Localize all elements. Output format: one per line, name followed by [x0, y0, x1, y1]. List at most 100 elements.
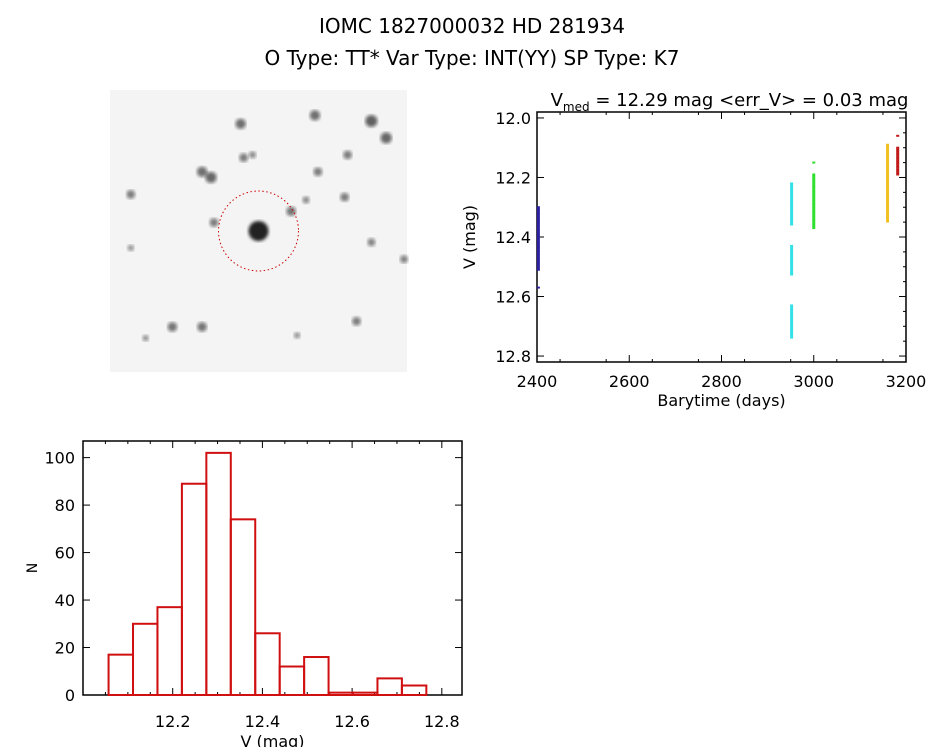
data-point — [812, 182, 816, 185]
data-point — [886, 168, 890, 171]
star — [380, 132, 392, 144]
data-point — [886, 145, 890, 148]
histogram-bar — [400, 684, 428, 697]
data-point — [790, 202, 794, 205]
data-point — [790, 253, 794, 256]
data-point — [790, 182, 794, 185]
data-point — [536, 265, 540, 268]
star — [142, 334, 149, 342]
data-point — [886, 172, 890, 175]
data-point — [536, 209, 540, 212]
data-point — [896, 152, 900, 155]
data-point — [790, 304, 794, 307]
data-point — [812, 186, 816, 188]
data-point — [886, 200, 890, 203]
data-point — [790, 191, 794, 194]
data-point — [896, 150, 900, 153]
data-point — [536, 236, 540, 239]
data-point — [886, 209, 890, 212]
data-point — [790, 311, 794, 314]
data-point — [886, 183, 890, 186]
data-point — [536, 286, 540, 289]
data-point — [536, 245, 540, 248]
data-point — [886, 156, 890, 159]
data-point — [812, 184, 816, 187]
star — [197, 322, 207, 332]
x-tick-label: 2800 — [701, 372, 742, 391]
data-point — [536, 218, 540, 221]
y-tick-label: 12.2 — [495, 168, 531, 187]
star — [313, 167, 323, 177]
data-point — [812, 198, 816, 201]
data-point — [790, 257, 794, 260]
data-point — [886, 150, 890, 153]
data-point — [536, 211, 540, 214]
data-point — [812, 178, 816, 181]
data-point — [790, 269, 794, 272]
star — [343, 150, 352, 160]
target-aperture-circle — [218, 190, 299, 272]
data-point — [812, 189, 816, 192]
y-axis-label: N — [25, 563, 41, 573]
data-point — [896, 159, 900, 162]
data-point — [886, 143, 890, 146]
data-point — [812, 216, 816, 219]
data-point — [886, 159, 890, 162]
data-point — [812, 196, 816, 199]
data-point — [536, 256, 540, 259]
data-point — [790, 205, 794, 208]
chart-subtitle: O Type: TT* Var Type: INT(YY) SP Type: K… — [264, 46, 680, 70]
star — [126, 189, 136, 199]
data-point — [896, 153, 900, 156]
data-point — [896, 146, 900, 149]
data-point — [790, 318, 794, 321]
data-point — [886, 170, 890, 173]
data-point — [812, 173, 816, 176]
star — [367, 238, 376, 247]
data-point — [886, 202, 890, 205]
data-point — [790, 266, 794, 269]
x-axis-label: V (mag) — [240, 732, 304, 747]
data-point — [790, 320, 794, 323]
star — [309, 110, 321, 121]
data-point — [886, 161, 890, 164]
data-point — [886, 186, 890, 189]
data-point — [790, 313, 794, 316]
x-tick-label: 3200 — [886, 372, 927, 391]
data-point — [790, 212, 794, 215]
data-point — [536, 224, 540, 227]
histogram-bar — [107, 653, 135, 696]
data-point — [536, 266, 540, 269]
data-point — [536, 268, 540, 271]
x-tick-label: 12.6 — [334, 712, 370, 731]
data-point — [790, 203, 794, 206]
data-point — [886, 175, 890, 178]
data-point — [886, 220, 890, 223]
data-point — [790, 315, 794, 318]
star — [167, 322, 178, 332]
data-point — [886, 193, 890, 196]
data-point — [536, 259, 540, 262]
data-point — [896, 171, 900, 174]
x-tick-label: 12.2 — [155, 712, 191, 731]
data-point — [896, 148, 900, 151]
data-point — [536, 227, 540, 230]
star — [286, 206, 296, 217]
data-point — [886, 154, 890, 157]
data-point — [812, 175, 816, 178]
data-point — [536, 240, 540, 243]
histogram-frame — [82, 440, 463, 696]
data-point — [812, 205, 816, 208]
y-tick-label: 12.0 — [495, 109, 531, 128]
data-point — [790, 246, 794, 249]
star — [352, 316, 361, 326]
data-point — [812, 219, 816, 222]
y-tick-label: 12.6 — [495, 288, 531, 307]
data-point — [886, 166, 890, 169]
data-point — [790, 244, 794, 247]
data-point — [886, 211, 890, 214]
y-axis-label: V (mag) — [460, 205, 479, 269]
data-point — [886, 152, 890, 155]
